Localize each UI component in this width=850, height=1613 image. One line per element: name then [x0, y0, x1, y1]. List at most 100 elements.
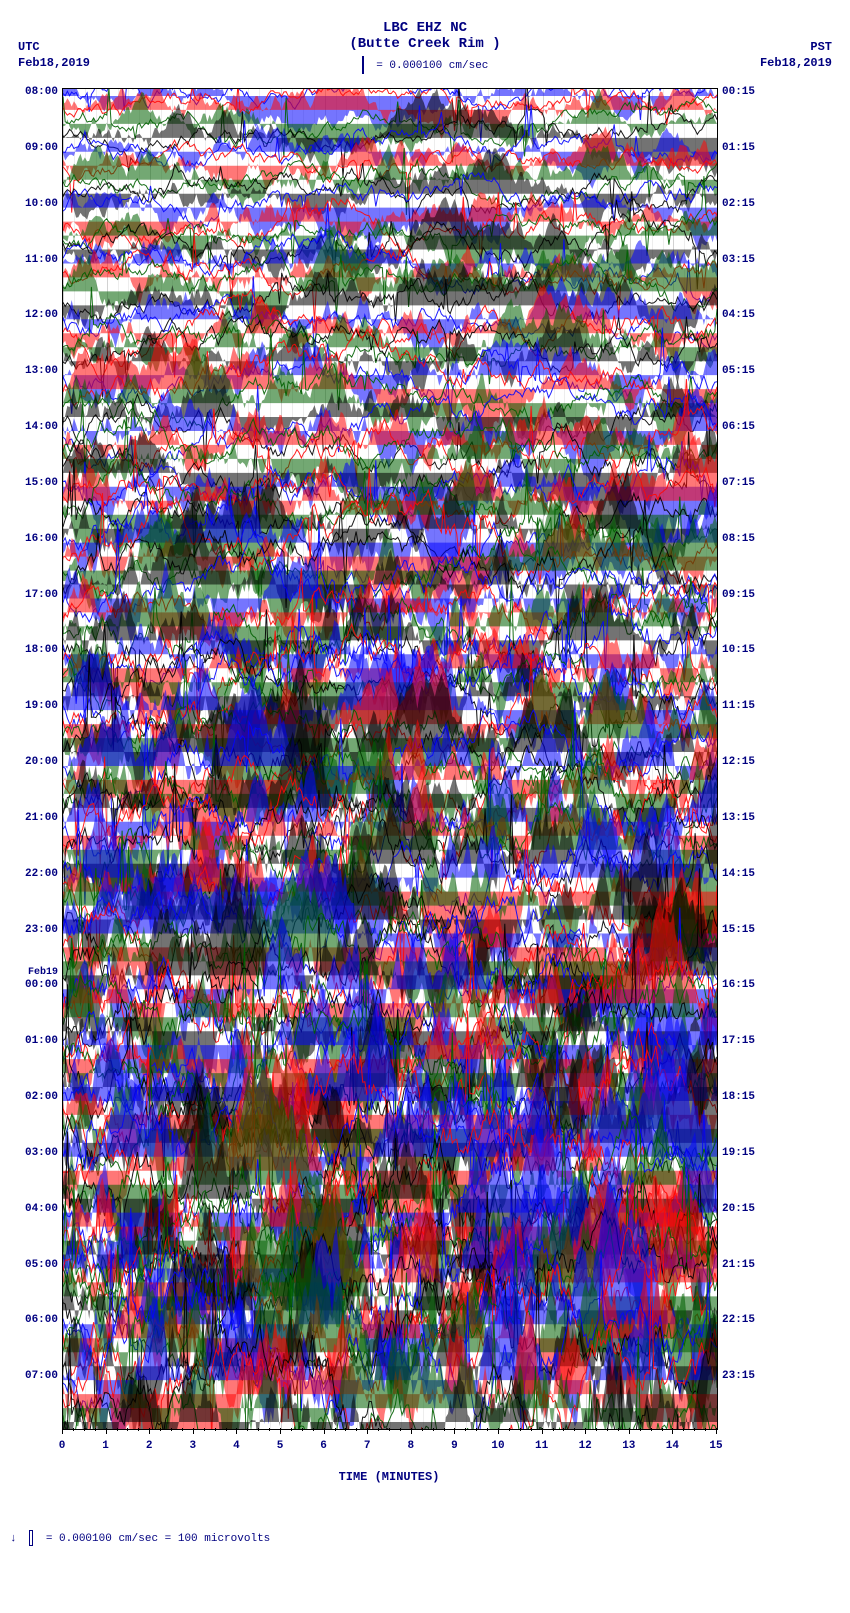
- pst-hour-label: 05:15: [722, 365, 755, 377]
- x-tick-label: 5: [277, 1440, 284, 1452]
- timezone-right: PST Feb18,2019: [760, 40, 832, 71]
- utc-hour-label: 20:00: [25, 756, 58, 768]
- pst-hour-label: 15:15: [722, 924, 755, 936]
- tz-right-label: PST: [760, 40, 832, 56]
- x-tick: [149, 1428, 150, 1434]
- left-time-labels: 08:0009:0010:0011:0012:0013:0014:0015:00…: [12, 88, 60, 1428]
- utc-hour-label: 01:00: [25, 1035, 58, 1047]
- x-minor-tick: [335, 1428, 336, 1431]
- pst-hour-label: 18:15: [722, 1091, 755, 1103]
- x-minor-tick: [607, 1428, 608, 1431]
- trace-svg: [63, 89, 717, 1429]
- utc-hour-label: 11:00: [25, 254, 58, 266]
- pst-hour-label: 21:15: [722, 1259, 755, 1271]
- pst-hour-label: 11:15: [722, 700, 755, 712]
- x-minor-tick: [95, 1428, 96, 1431]
- grid-vertical: [717, 89, 718, 1429]
- x-minor-tick: [433, 1428, 434, 1431]
- pst-hour-label: 03:15: [722, 254, 755, 266]
- x-minor-tick: [127, 1428, 128, 1431]
- x-minor-tick: [226, 1428, 227, 1431]
- x-minor-tick: [618, 1428, 619, 1431]
- x-tick: [716, 1428, 717, 1434]
- x-tick-label: 10: [491, 1440, 504, 1452]
- utc-hour-label: 02:00: [25, 1091, 58, 1103]
- x-minor-tick: [356, 1428, 357, 1431]
- utc-hour-label: 06:00: [25, 1314, 58, 1326]
- pst-hour-label: 02:15: [722, 198, 755, 210]
- footer-scale: ↓ = 0.000100 cm/sec = 100 microvolts: [10, 1530, 270, 1546]
- x-tick-label: 11: [535, 1440, 548, 1452]
- pst-hour-label: 23:15: [722, 1370, 755, 1382]
- x-minor-tick: [182, 1428, 183, 1431]
- pst-hour-label: 08:15: [722, 533, 755, 545]
- x-minor-tick: [389, 1428, 390, 1431]
- x-tick-label: 4: [233, 1440, 240, 1452]
- pst-hour-label: 09:15: [722, 589, 755, 601]
- x-minor-tick: [705, 1428, 706, 1431]
- x-minor-tick: [574, 1428, 575, 1431]
- x-tick: [629, 1428, 630, 1434]
- x-minor-tick: [553, 1428, 554, 1431]
- x-minor-tick: [313, 1428, 314, 1431]
- right-time-labels: 00:1501:1502:1503:1504:1505:1506:1507:15…: [720, 88, 770, 1428]
- scale-indicator: = 0.000100 cm/sec: [0, 56, 850, 74]
- pst-hour-label: 10:15: [722, 644, 755, 656]
- utc-hour-label: 12:00: [25, 309, 58, 321]
- utc-hour-label: 09:00: [25, 142, 58, 154]
- utc-hour-label: 15:00: [25, 477, 58, 489]
- x-tick: [106, 1428, 107, 1434]
- x-minor-tick: [444, 1428, 445, 1431]
- x-minor-tick: [204, 1428, 205, 1431]
- utc-hour-label: 04:00: [25, 1203, 58, 1215]
- x-tick-label: 8: [407, 1440, 414, 1452]
- pst-hour-label: 20:15: [722, 1203, 755, 1215]
- pst-hour-label: 22:15: [722, 1314, 755, 1326]
- seismogram-container: LBC EHZ NC (Butte Creek Rim ) = 0.000100…: [0, 0, 850, 1613]
- x-tick-label: 0: [59, 1440, 66, 1452]
- x-tick: [280, 1428, 281, 1434]
- utc-hour-label: 19:00: [25, 700, 58, 712]
- helicorder-plot: [62, 88, 718, 1430]
- utc-hour-label: 21:00: [25, 812, 58, 824]
- pst-hour-label: 12:15: [722, 756, 755, 768]
- x-minor-tick: [509, 1428, 510, 1431]
- pst-hour-label: 14:15: [722, 868, 755, 880]
- x-minor-tick: [400, 1428, 401, 1431]
- x-tick-label: 6: [320, 1440, 327, 1452]
- date-marker: Feb19: [28, 967, 58, 978]
- x-tick-label: 1: [102, 1440, 109, 1452]
- pst-hour-label: 06:15: [722, 421, 755, 433]
- x-tick: [585, 1428, 586, 1434]
- footer-prefix: ↓: [10, 1533, 17, 1545]
- x-tick-label: 12: [579, 1440, 592, 1452]
- x-tick: [454, 1428, 455, 1434]
- x-minor-tick: [596, 1428, 597, 1431]
- x-tick-label: 9: [451, 1440, 458, 1452]
- x-tick: [672, 1428, 673, 1434]
- footer-bar-icon: [29, 1530, 33, 1546]
- x-minor-tick: [117, 1428, 118, 1431]
- utc-hour-label: 03:00: [25, 1147, 58, 1159]
- x-tick-label: 3: [189, 1440, 196, 1452]
- pst-hour-label: 19:15: [722, 1147, 755, 1159]
- utc-hour-label: 13:00: [25, 365, 58, 377]
- x-tick-label: 14: [666, 1440, 679, 1452]
- pst-hour-label: 17:15: [722, 1035, 755, 1047]
- x-minor-tick: [269, 1428, 270, 1431]
- x-minor-tick: [520, 1428, 521, 1431]
- utc-hour-label: 07:00: [25, 1370, 58, 1382]
- x-minor-tick: [640, 1428, 641, 1431]
- x-minor-tick: [291, 1428, 292, 1431]
- x-minor-tick: [378, 1428, 379, 1431]
- tz-left-label: UTC: [18, 40, 90, 56]
- tz-right-date: Feb18,2019: [760, 56, 832, 72]
- x-tick: [62, 1428, 63, 1434]
- x-minor-tick: [694, 1428, 695, 1431]
- station-title: LBC EHZ NC: [0, 20, 850, 36]
- utc-hour-label: 22:00: [25, 868, 58, 880]
- pst-hour-label: 01:15: [722, 142, 755, 154]
- header: LBC EHZ NC (Butte Creek Rim ) = 0.000100…: [0, 20, 850, 74]
- location-title: (Butte Creek Rim ): [0, 36, 850, 52]
- x-minor-tick: [160, 1428, 161, 1431]
